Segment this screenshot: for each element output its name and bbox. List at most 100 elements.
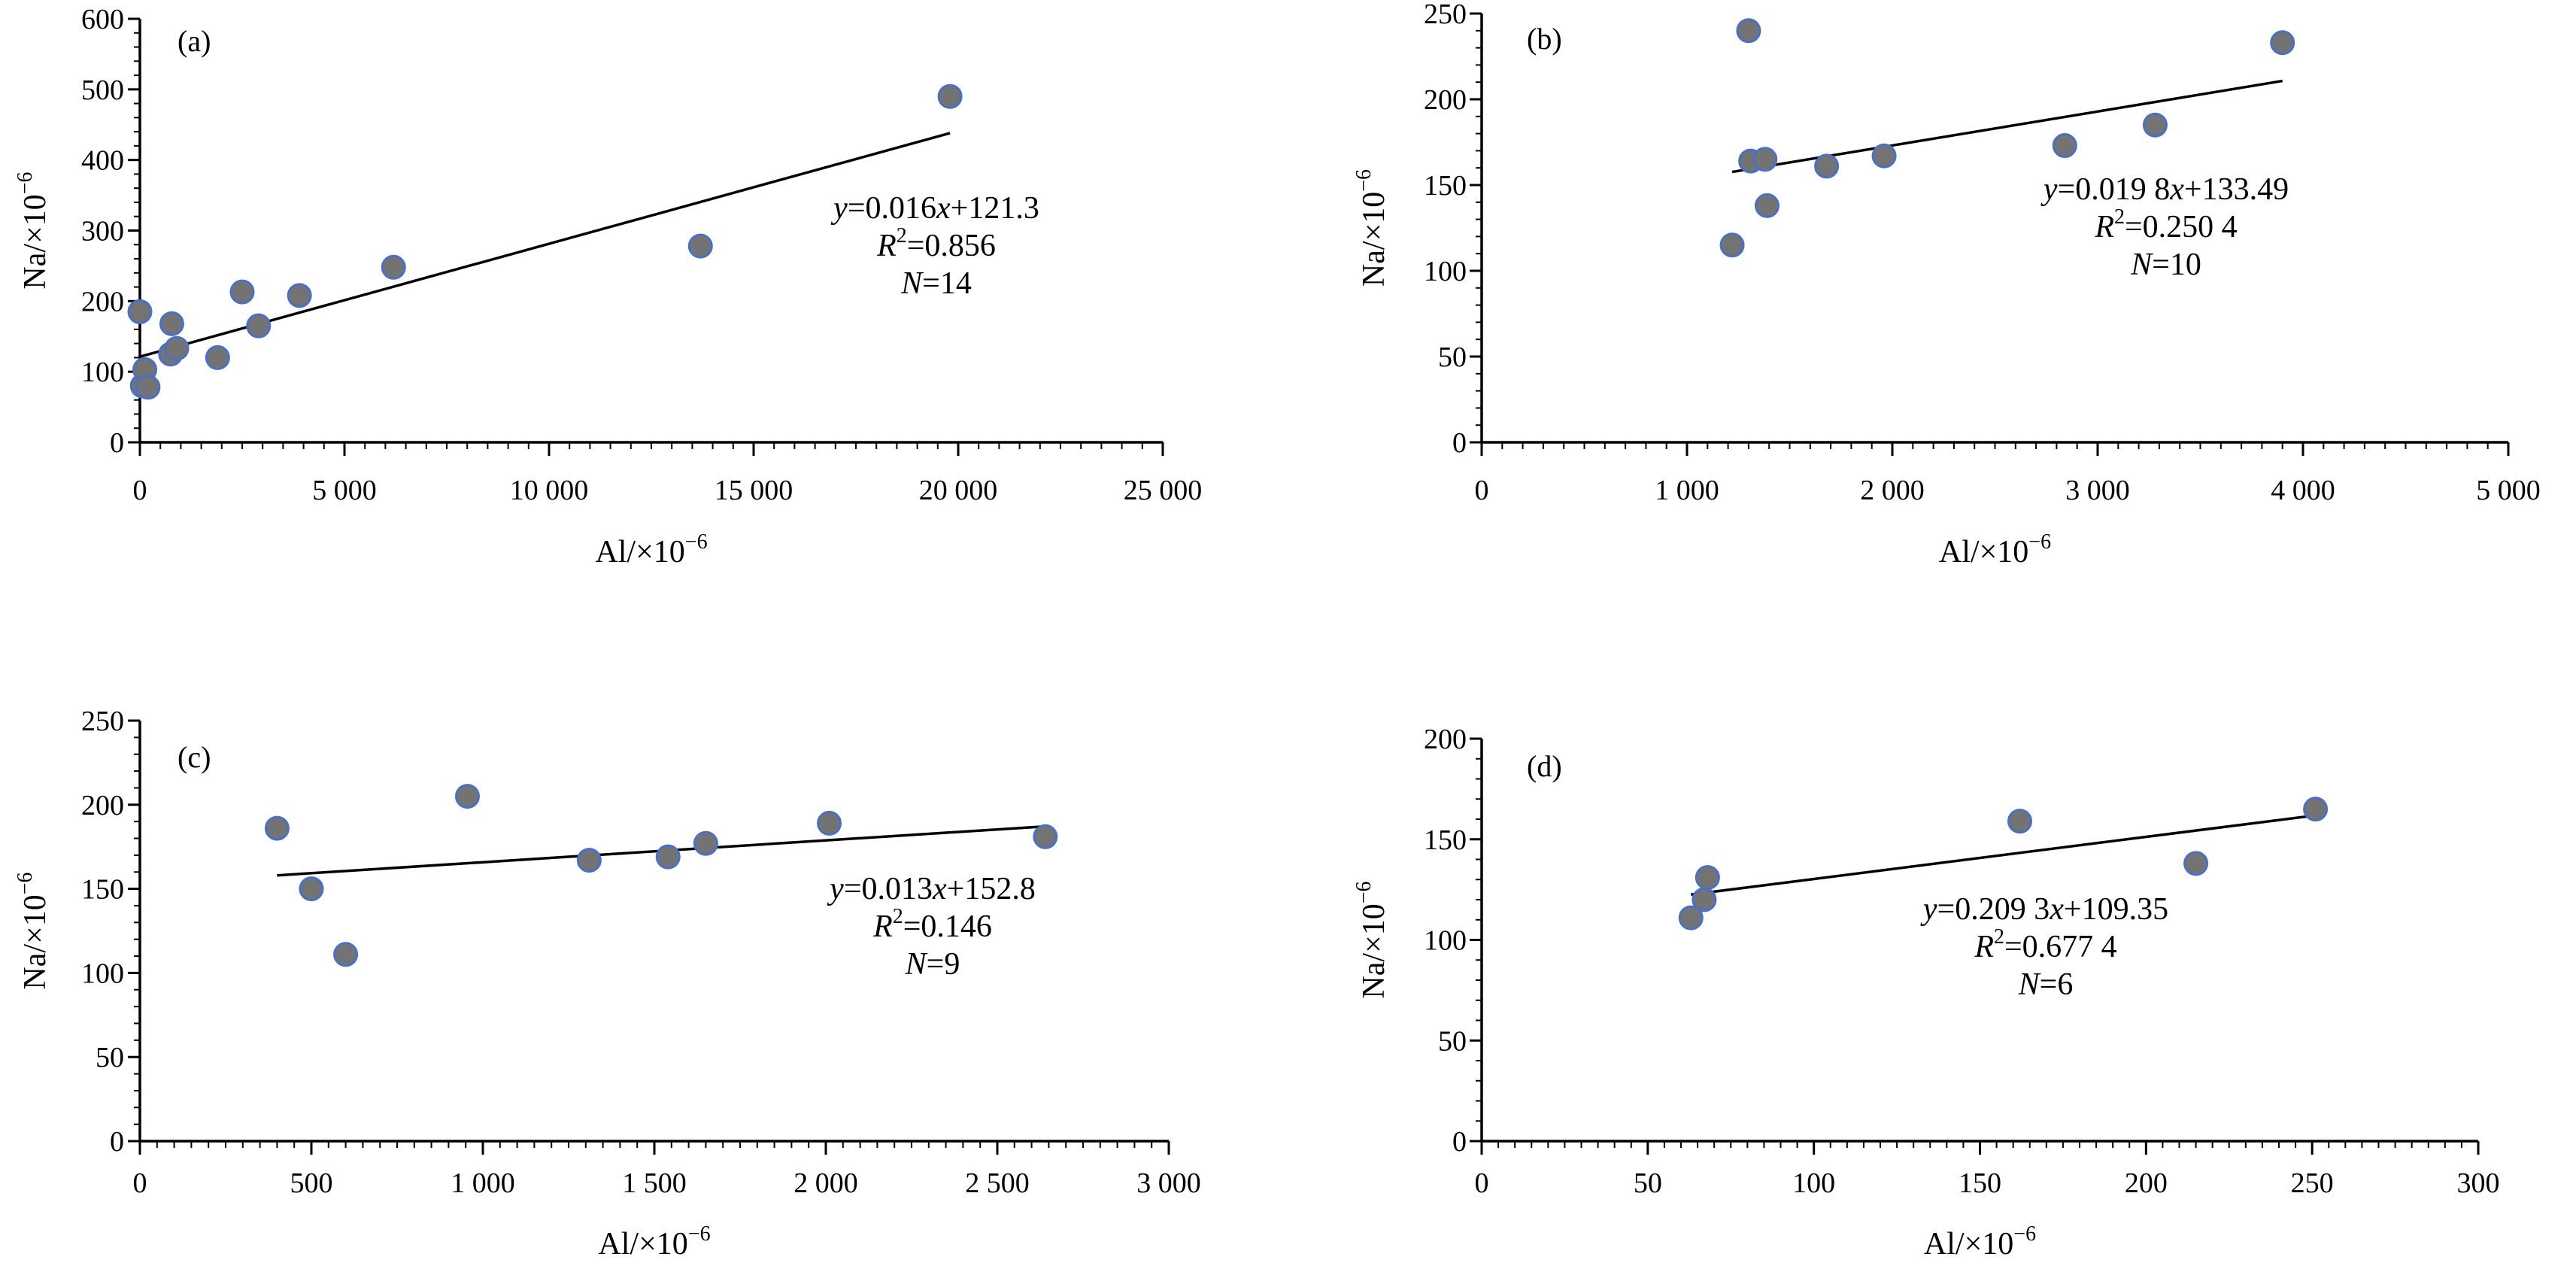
x-tick-label: 3 000 (1136, 1167, 1201, 1199)
y-tick-label: 150 (1424, 824, 1467, 856)
x-tick-label: 1 500 (622, 1167, 687, 1199)
y-tick-label: 50 (1438, 342, 1467, 373)
x-tick-label: 0 (133, 475, 147, 506)
data-point (1033, 824, 1058, 849)
regression-equation: y=0.016x+121.3 (830, 191, 1039, 226)
panel-label: (c) (177, 740, 211, 774)
regression-line (1691, 814, 2316, 896)
x-tick-label: 0 (1475, 1167, 1489, 1199)
data-point (937, 83, 963, 109)
data-point (1719, 232, 1745, 258)
y-tick-label: 250 (1424, 0, 1467, 30)
y-tick-label: 100 (1424, 925, 1467, 957)
y-tick-label: 100 (81, 958, 124, 989)
regression-equation: y=0.209 3x+109.35 (1920, 892, 2168, 927)
panel-label: (b) (1527, 22, 1562, 56)
data-point (1736, 18, 1761, 44)
data-point (2142, 112, 2168, 138)
data-point (1678, 905, 1704, 930)
x-tick-label: 0 (1475, 475, 1489, 506)
data-point (229, 279, 255, 305)
data-point (655, 844, 681, 870)
x-tick-label: 10 000 (510, 475, 589, 506)
data-point (1692, 887, 1717, 912)
x-tick-label: 2 000 (793, 1167, 858, 1199)
panel-b: 0 1 000 2 000 3 000 4 000 5 000 0 50 100 150 200 25… (1352, 0, 2541, 569)
data-point (576, 848, 602, 873)
data-point (1871, 143, 1897, 168)
r-squared-label: R2=0.250 4 (2094, 205, 2237, 244)
data-point (333, 942, 359, 967)
data-point (2007, 809, 2032, 834)
y-axis-label: Na/×10−6 (14, 172, 53, 289)
y-tick-label: 400 (81, 145, 124, 177)
regression-line (1731, 79, 2283, 174)
x-axis-label: Al/×10−6 (1939, 530, 2051, 569)
data-point (205, 345, 230, 370)
data-point (2052, 133, 2077, 159)
x-tick-label: 500 (290, 1167, 333, 1199)
y-tick-label: 0 (1452, 427, 1467, 459)
sample-count-label: N=10 (2130, 247, 2201, 282)
x-tick-label: 1 000 (451, 1167, 515, 1199)
x-tick-label: 2 000 (1860, 475, 1925, 506)
x-tick-label: 5 000 (2476, 475, 2541, 506)
x-axis-label: Al/×10−6 (1924, 1222, 2036, 1261)
x-tick-label: 25 000 (1124, 475, 1203, 506)
data-point (2303, 797, 2329, 822)
data-point (246, 313, 272, 339)
regression-equation: y=0.013x+152.8 (827, 872, 1036, 906)
r-squared-label: R2=0.856 (876, 224, 996, 263)
regression-equation: y=0.019 8x+133.49 (2040, 172, 2289, 207)
y-tick-label: 500 (81, 74, 124, 106)
data-point (2270, 30, 2295, 56)
x-axis-label: Al/×10−6 (595, 530, 707, 569)
x-tick-label: 200 (2125, 1167, 2168, 1199)
y-tick-label: 200 (81, 286, 124, 317)
data-point (164, 335, 190, 361)
x-tick-label: 1 000 (1655, 475, 1719, 506)
y-tick-label: 50 (1438, 1025, 1467, 1057)
y-tick-label: 100 (81, 357, 124, 388)
x-axis-label: Al/×10−6 (598, 1222, 710, 1261)
y-tick-label: 300 (81, 216, 124, 247)
data-point (127, 299, 153, 324)
panel-c: 0 500 1 000 1 500 2 000 2 500 3 000 0 50 100 150 20… (14, 706, 1201, 1261)
data-point (817, 810, 842, 836)
y-tick-label: 600 (81, 4, 124, 35)
panel-d: 0 50 100 150 200 250 300 0 50 100 150 200 Al/×10−6 Na… (1352, 724, 2500, 1261)
data-point (693, 830, 718, 856)
r-squared-label: R2=0.677 4 (1974, 925, 2116, 964)
x-tick-label: 100 (1792, 1167, 1835, 1199)
data-point (1752, 147, 1778, 172)
data-point (1695, 865, 1720, 891)
x-tick-label: 20 000 (919, 475, 998, 506)
data-point (287, 283, 312, 308)
data-point (687, 233, 713, 259)
data-point (454, 784, 480, 809)
data-point (381, 254, 406, 280)
y-tick-label: 150 (81, 874, 124, 906)
data-point (299, 876, 324, 902)
x-tick-label: 2 500 (965, 1167, 1030, 1199)
y-tick-label: 250 (81, 706, 124, 737)
y-tick-label: 200 (81, 790, 124, 821)
x-tick-label: 5 000 (312, 475, 377, 506)
y-tick-label: 0 (1452, 1126, 1467, 1158)
y-tick-label: 100 (1424, 256, 1467, 287)
sample-count-label: N=9 (905, 947, 960, 982)
data-point (1754, 193, 1780, 218)
x-tick-label: 0 (133, 1167, 147, 1199)
x-tick-label: 4 000 (2271, 475, 2335, 506)
sample-count-label: N=14 (900, 266, 972, 301)
data-point (264, 815, 290, 841)
x-tick-label: 300 (2457, 1167, 2500, 1199)
y-tick-label: 150 (1424, 170, 1467, 202)
x-tick-label: 250 (2291, 1167, 2334, 1199)
y-tick-label: 0 (110, 427, 124, 459)
x-tick-label: 3 000 (2065, 475, 2130, 506)
x-tick-label: 50 (1634, 1167, 1662, 1199)
y-axis-label: Na/×10−6 (14, 872, 53, 989)
y-tick-label: 200 (1424, 84, 1467, 116)
